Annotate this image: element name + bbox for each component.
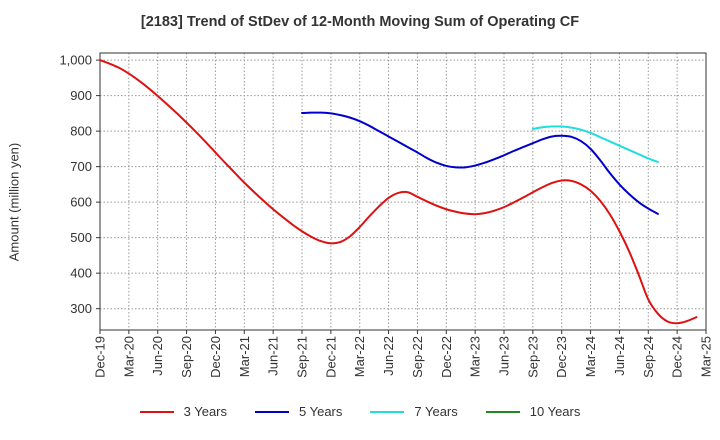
x-tick-label: Sep-20 bbox=[179, 336, 194, 378]
x-tick-label: Sep-23 bbox=[525, 336, 540, 378]
x-tick-label: Jun-23 bbox=[497, 336, 512, 376]
y-tick-label: 300 bbox=[70, 301, 92, 316]
y-tick-label: 800 bbox=[70, 124, 92, 139]
chart-legend: 3 Years 5 Years 7 Years 10 Years bbox=[0, 404, 720, 419]
x-tick-label: Jun-21 bbox=[266, 336, 281, 376]
x-tick-label: Sep-22 bbox=[410, 336, 425, 378]
y-tick-label: 1,000 bbox=[59, 53, 92, 68]
legend-item-10-years: 10 Years bbox=[485, 404, 581, 419]
x-tick-label: Mar-25 bbox=[699, 336, 714, 377]
legend-label: 3 Years bbox=[183, 404, 227, 419]
y-tick-label: 900 bbox=[70, 88, 92, 103]
chart-title: [2183] Trend of StDev of 12-Month Moving… bbox=[140, 14, 580, 30]
y-tick-label: 700 bbox=[70, 159, 92, 174]
legend-label: 7 Years bbox=[414, 404, 458, 419]
x-tick-label: Dec-22 bbox=[439, 336, 454, 378]
x-tick-label: Dec-23 bbox=[554, 336, 569, 378]
x-tick-label: Mar-23 bbox=[468, 336, 483, 377]
legend-swatch bbox=[139, 410, 174, 413]
x-tick-label: Mar-22 bbox=[352, 336, 367, 377]
x-tick-label: Mar-21 bbox=[237, 336, 252, 377]
series-line-3-years bbox=[99, 59, 698, 325]
y-tick-label: 500 bbox=[70, 230, 92, 245]
x-tick-label: Dec-21 bbox=[323, 336, 338, 378]
plot-frame bbox=[99, 52, 707, 331]
series-line-7-years bbox=[531, 125, 659, 164]
legend-label: 10 Years bbox=[529, 404, 581, 419]
x-tick-label: Jun-22 bbox=[381, 336, 396, 376]
x-tick-label: Mar-24 bbox=[583, 336, 598, 377]
legend-item-3-years: 3 Years bbox=[139, 404, 227, 419]
x-tick-label: Sep-21 bbox=[295, 336, 310, 378]
legend-swatch bbox=[370, 410, 405, 413]
x-tick-label: Sep-24 bbox=[641, 336, 656, 378]
series-line-5-years bbox=[301, 111, 659, 215]
x-tick-label: Dec-24 bbox=[670, 336, 685, 378]
y-tick-label: 400 bbox=[70, 266, 92, 281]
legend-swatch bbox=[255, 410, 289, 413]
y-tick-label: 600 bbox=[70, 195, 92, 210]
x-tick-label: Dec-20 bbox=[208, 336, 223, 378]
legend-item-7-years: 7 Years bbox=[370, 404, 458, 419]
x-tick-label: Dec-19 bbox=[93, 336, 108, 378]
legend-label: 5 Years bbox=[299, 404, 343, 419]
legend-item-5-years: 5 Years bbox=[255, 404, 342, 419]
x-tick-label: Mar-20 bbox=[121, 336, 136, 377]
x-tick-label: Jun-24 bbox=[612, 336, 627, 376]
legend-swatch bbox=[485, 410, 520, 413]
x-tick-label: Jun-20 bbox=[150, 336, 165, 376]
